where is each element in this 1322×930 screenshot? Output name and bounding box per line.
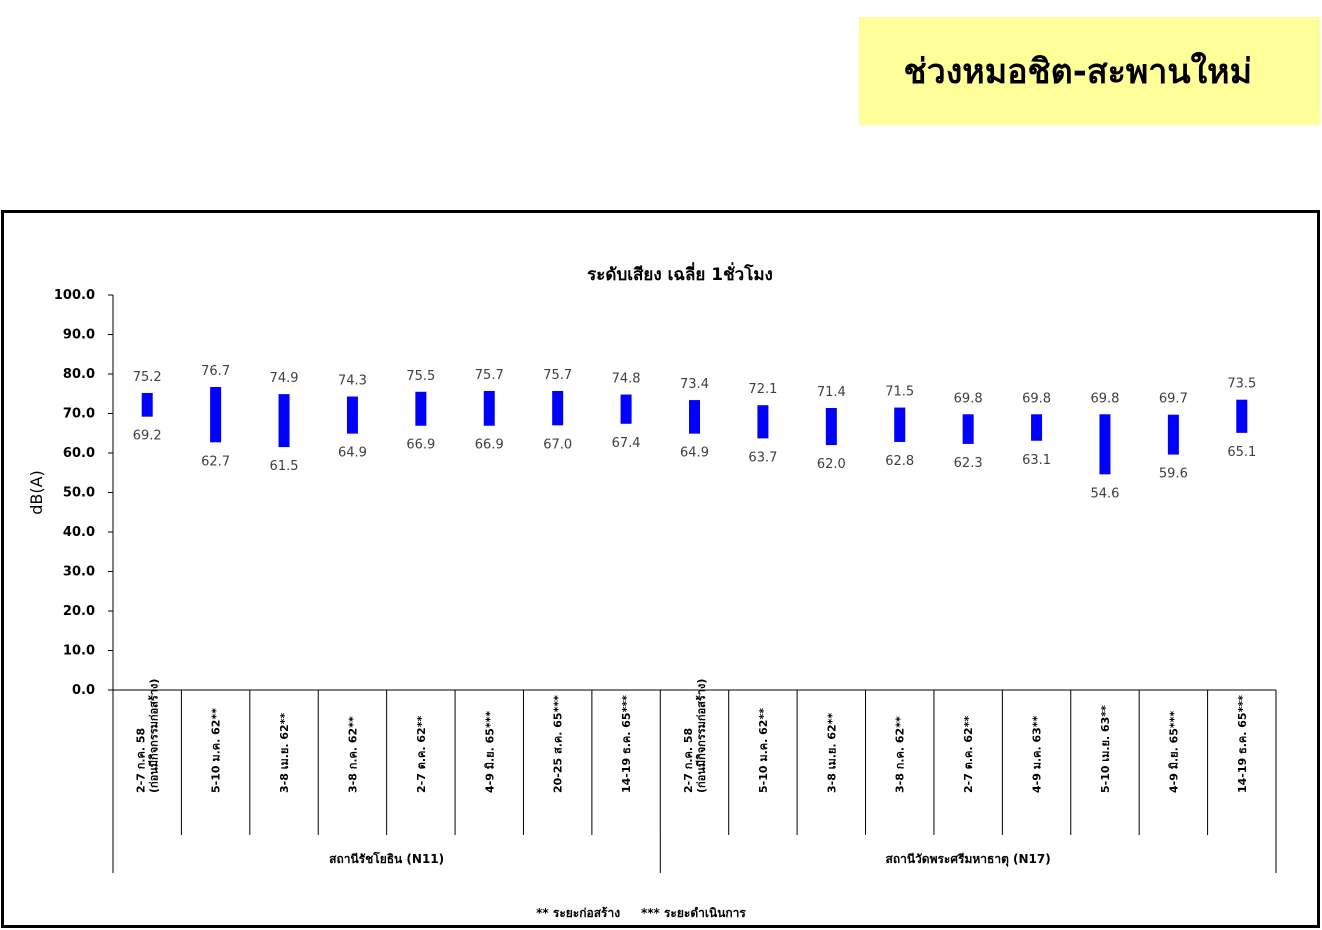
range-bar (415, 391, 427, 426)
y-tick-label: 50.0 (63, 486, 95, 501)
min-label: 65.1 (1227, 445, 1256, 460)
category-label: 14-19 ธ.ค. 65*** (620, 695, 633, 793)
max-label: 69.8 (1090, 391, 1119, 406)
max-label: 69.7 (1159, 392, 1188, 407)
category-label: 14-19 ธ.ค. 65*** (1236, 695, 1249, 793)
y-tick-label: 0.0 (72, 683, 95, 698)
range-bar (346, 396, 358, 434)
min-label: 59.6 (1159, 467, 1188, 482)
max-label: 75.2 (133, 370, 162, 385)
category-label: 3-8 เม.ย. 62** (825, 713, 838, 793)
category-label: 2-7 ต.ค. 62** (415, 716, 428, 793)
category-label: (ก่อนมีกิจกรรมก่อสร้าง) (695, 679, 708, 793)
y-tick-label: 80.0 (63, 367, 95, 382)
range-bar (552, 390, 564, 426)
max-label: 76.7 (201, 364, 230, 379)
range-bar (825, 407, 837, 446)
min-label: 63.1 (1022, 453, 1051, 468)
min-label: 64.9 (338, 446, 367, 461)
max-label: 74.3 (338, 374, 367, 389)
min-label: 62.8 (885, 454, 914, 469)
chart-svg: ระดับเสียง เฉลี่ย 1ชั่วโมง dB(A) 0.0 10.0… (27, 262, 1277, 920)
min-label: 66.9 (475, 438, 504, 453)
category-label: 5-10 ม.ค. 62** (210, 708, 223, 793)
range-bar (278, 394, 290, 448)
max-label: 71.4 (817, 385, 846, 400)
max-label: 74.8 (612, 372, 641, 387)
page-banner: ช่วงหมอชิต-สะพานใหม่ (859, 17, 1320, 125)
max-label: 75.7 (475, 368, 504, 383)
group-label: สถานีรัชโยธิน (N11) (329, 851, 444, 866)
y-axis: 0.0 10.0 20.0 30.0 40.0 50.0 60.0 70.0 80.0 90.0 1… (54, 288, 114, 698)
x-axis: 2-7 ก.ค. 58 (ก่อนมีกิจกรรมก่อสร้าง) 5-10 ม… (112, 679, 1277, 873)
max-label: 71.5 (885, 385, 914, 400)
category-label: 4-9 มิ.ย. 65*** (483, 711, 496, 793)
y-tick-label: 70.0 (63, 407, 95, 422)
range-bar (1167, 414, 1179, 455)
category-label: 2-7 ต.ค. 62** (962, 716, 975, 793)
min-label: 54.6 (1090, 486, 1119, 501)
min-label: 67.4 (612, 436, 641, 451)
range-bar (483, 390, 495, 426)
max-label: 75.7 (543, 368, 572, 383)
range-bar (689, 400, 700, 434)
max-label: 73.5 (1227, 377, 1256, 392)
category-label: 5-10 เม.ย. 63** (1099, 705, 1112, 793)
chart-title: ระดับเสียง เฉลี่ย 1ชั่วโมง (587, 262, 773, 285)
min-label: 62.3 (954, 456, 983, 471)
category-label: 5-10 ม.ค. 62** (757, 708, 770, 793)
bars: 75.2 69.2 76.7 62.7 74.9 61.5 74.3 64.9 75.5 66.9… (133, 364, 1257, 501)
y-tick-label: 30.0 (63, 565, 95, 580)
category-label: 20-25 ส.ค. 65*** (552, 695, 565, 793)
y-tick-label: 60.0 (63, 446, 95, 461)
category-label: 3-8 เม.ย. 62** (278, 713, 291, 793)
footnote: ** ระยะก่อสร้าง *** ระยะดำเนินการ (536, 906, 746, 920)
y-tick-label: 20.0 (63, 604, 95, 619)
min-label: 62.7 (201, 454, 230, 469)
group-label: สถานีวัดพระศรีมหาธาตุ (N17) (886, 852, 1051, 867)
y-tick-label: 40.0 (63, 525, 95, 540)
max-label: 72.1 (748, 382, 777, 397)
y-axis-label: dB(A) (27, 470, 46, 515)
page-title: ช่วงหมอชิต-สะพานใหม่ (903, 52, 1252, 92)
min-label: 69.2 (133, 429, 162, 444)
range-bar (757, 405, 769, 439)
range-bar (962, 414, 974, 444)
y-tick-label: 100.0 (54, 288, 95, 303)
y-tick-label: 90.0 (63, 328, 95, 343)
range-bar (210, 387, 222, 443)
y-tick-label: 10.0 (63, 644, 95, 659)
min-label: 64.9 (680, 446, 709, 461)
range-bar (1031, 414, 1043, 441)
category-label: 3-8 ก.ค. 62** (894, 716, 907, 793)
category-label: 2-7 ก.ค. 58 (682, 728, 695, 793)
max-label: 74.9 (270, 371, 299, 386)
range-bar (1236, 399, 1248, 433)
range-bar (141, 392, 153, 417)
min-label: 67.0 (543, 437, 572, 452)
range-bar (620, 394, 632, 424)
max-label: 75.5 (406, 369, 435, 384)
min-label: 61.5 (270, 459, 299, 474)
category-label: (ก่อนมีกิจกรรมก่อสร้าง) (148, 679, 161, 793)
category-label: 3-8 ก.ค. 62** (346, 716, 359, 793)
range-bar (1099, 414, 1111, 475)
category-label: 4-9 ม.ค. 63** (1031, 715, 1044, 793)
min-label: 62.0 (817, 457, 846, 472)
min-label: 66.9 (406, 438, 435, 453)
range-bar (894, 407, 906, 442)
max-label: 69.8 (1022, 391, 1051, 406)
max-label: 73.4 (680, 377, 709, 392)
category-label: 2-7 ก.ค. 58 (135, 728, 148, 793)
min-label: 63.7 (748, 450, 777, 465)
max-label: 69.8 (954, 391, 983, 406)
chart-frame: ระดับเสียง เฉลี่ย 1ชั่วโมง dB(A) 0.0 10.0… (1, 210, 1320, 928)
category-label: 4-9 มิ.ย. 65*** (1167, 711, 1180, 793)
